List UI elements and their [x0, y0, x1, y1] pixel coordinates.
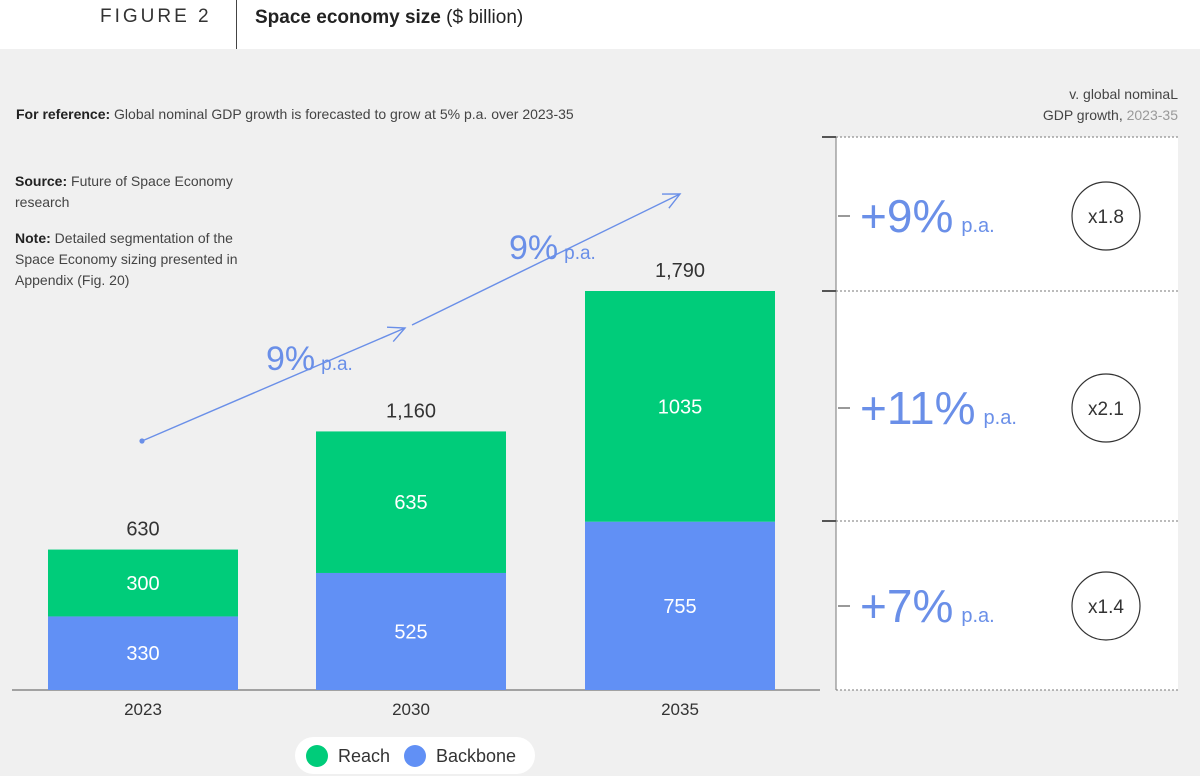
- reference-label: For reference:: [16, 106, 111, 122]
- bar-backbone-2035: [585, 521, 775, 690]
- growth-arrow-unit-2: p.a.: [564, 243, 596, 264]
- legend-backbone-swatch: [404, 745, 426, 767]
- legend: Reach Backbone: [295, 737, 535, 774]
- source-label: Source:: [15, 173, 68, 189]
- gdp-comparison-prefix: GDP growth,: [1042, 107, 1123, 123]
- figure-title-main: Space economy size: [255, 7, 441, 28]
- multiple-circle-2: [1071, 373, 1141, 443]
- reference-text: Global nominal GDP growth is forecasted …: [114, 106, 574, 122]
- bar-backbone-value-2035: 755: [663, 596, 696, 618]
- segment-growth-rate-1: +9% p.a.: [860, 190, 995, 242]
- multiple-circle-3: [1071, 571, 1141, 641]
- note-label: Note:: [15, 230, 51, 246]
- legend-backbone-label: Backbone: [436, 746, 517, 766]
- bar-backbone-2030: [316, 572, 506, 690]
- growth-arrow-1: [141, 327, 406, 442]
- segmentation-note: Note: Detailed segmentation of the Space…: [15, 228, 265, 291]
- bar-reach-2030: [316, 431, 506, 573]
- bar-total-2023: 630: [126, 519, 159, 541]
- header-divider: [236, 0, 237, 49]
- bar-reach-2023: [48, 549, 238, 617]
- multiple-value-3: x1.4: [1088, 597, 1124, 618]
- bar-backbone-value-2023: 330: [126, 643, 159, 665]
- x-tick-2030: 2030: [392, 700, 430, 719]
- bar-backbone-2023: [48, 616, 238, 690]
- note-text: Detailed segmentation of the Space Econo…: [15, 230, 238, 288]
- gdp-comparison-header: v. global nominaL GDP growth, 2023-35: [1043, 84, 1178, 126]
- segment-growth-unit-2: p.a.: [984, 407, 1017, 429]
- figure-label: FIGURE 2: [100, 6, 212, 27]
- gdp-comparison-line1: v. global nominaL: [1069, 86, 1178, 102]
- bar-total-2035: 1,790: [655, 260, 705, 282]
- segment-growth-unit-3: p.a.: [961, 605, 994, 627]
- figure-title-unit: ($ billion): [446, 7, 524, 28]
- segment-growth-unit-1: p.a.: [961, 215, 994, 237]
- multiple-value-2: x2.1: [1088, 399, 1124, 420]
- segment-growth-rate-2: +11% p.a.: [860, 382, 1017, 434]
- legend-reach-label: Reach: [338, 746, 391, 766]
- legend-reach-swatch: [306, 745, 328, 767]
- multiple-circle-1: [1071, 181, 1141, 251]
- bar-backbone-value-2030: 525: [394, 621, 427, 643]
- source-note: Source: Future of Space Economy research: [15, 171, 255, 213]
- x-tick-2035: 2035: [661, 700, 699, 719]
- bar-reach-value-2023: 300: [126, 573, 159, 595]
- growth-arrow-head-2: [661, 193, 682, 209]
- bar-reach-value-2035: 1035: [658, 396, 703, 418]
- bar-reach-2035: [585, 291, 775, 522]
- multiple-value-1: x1.8: [1088, 207, 1124, 228]
- reference-note: For reference: Global nominal GDP growth…: [16, 106, 574, 122]
- figure-title: Space economy size ($ billion): [255, 7, 523, 29]
- bar-reach-value-2030: 635: [394, 492, 427, 514]
- growth-arrow-label-2: 9% p.a.: [509, 229, 596, 267]
- gdp-comparison-line2: GDP growth, 2023-35: [1043, 105, 1178, 126]
- growth-arrow-head-1: [386, 326, 407, 343]
- growth-arrow-2: [411, 193, 681, 326]
- segment-growth-rate-3: +7% p.a.: [860, 580, 995, 632]
- source-text: Future of Space Economy research: [15, 173, 233, 210]
- bar-total-2030: 1,160: [386, 400, 436, 422]
- x-tick-2023: 2023: [124, 700, 162, 719]
- figure-header: FIGURE 2 Space economy size ($ billion): [0, 0, 1200, 49]
- gdp-comparison-period: 2023-35: [1126, 107, 1178, 123]
- growth-arrow-unit-1: p.a.: [321, 354, 353, 375]
- growth-arrow-label-1: 9% p.a.: [266, 340, 353, 378]
